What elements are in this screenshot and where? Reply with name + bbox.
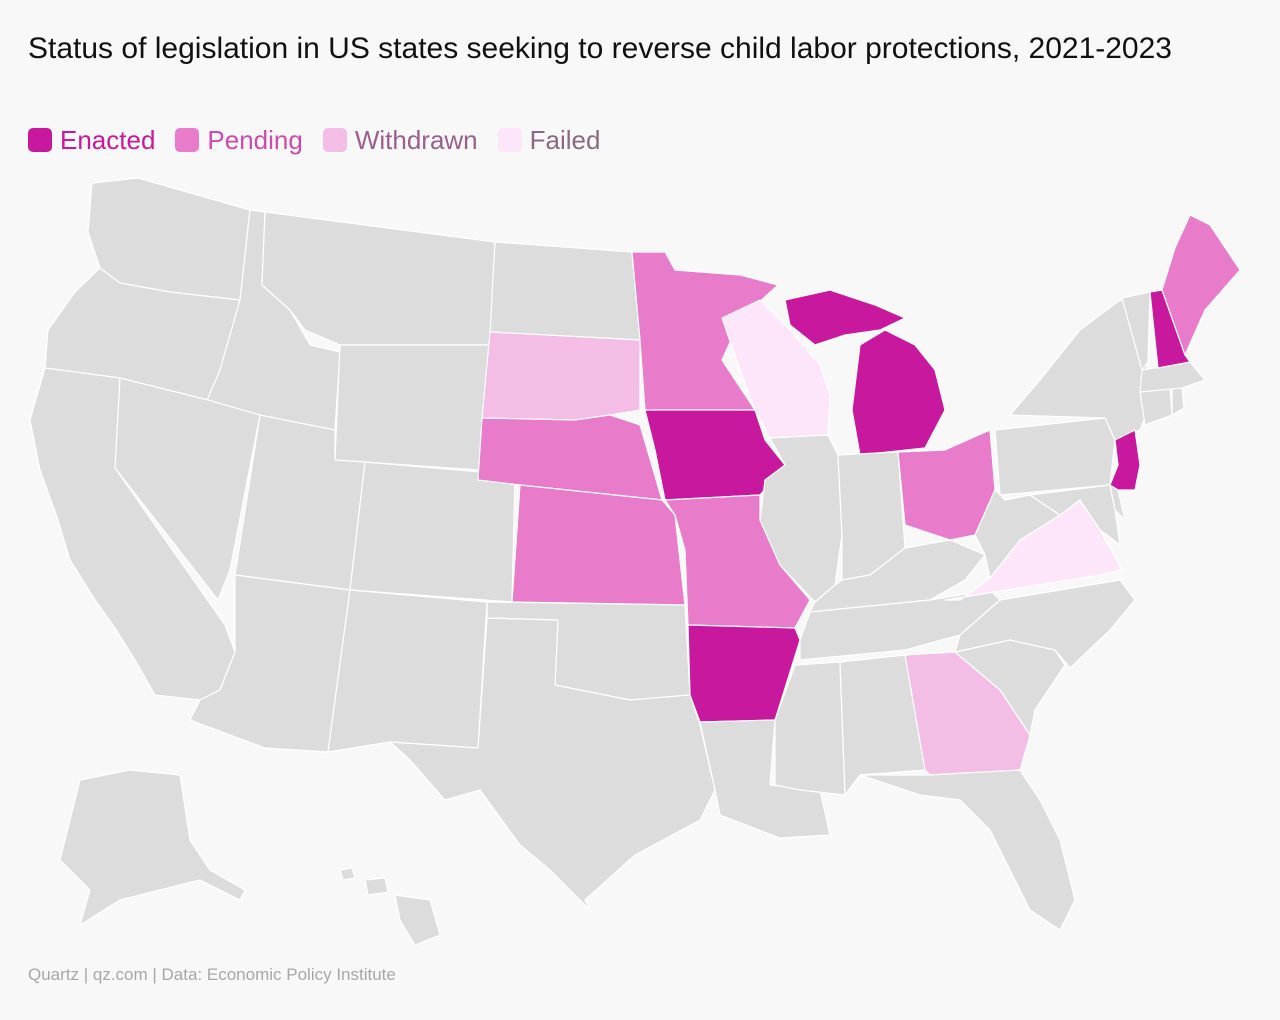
legend-swatch-enacted <box>28 128 52 152</box>
legend-item-withdrawn: Withdrawn <box>322 124 478 156</box>
legend-label-failed: Failed <box>529 124 601 155</box>
legend-label-withdrawn: Withdrawn <box>354 124 478 155</box>
state-connecticut <box>1139 387 1173 426</box>
state-missouri <box>664 494 811 629</box>
state-pennsylvania <box>994 417 1116 496</box>
legend: Enacted Pending Withdrawn Failed <box>28 124 600 156</box>
legend-swatch-pending <box>175 128 200 152</box>
state-new-jersey <box>1109 429 1141 491</box>
state-kansas <box>511 484 686 606</box>
state-michigan-upper <box>784 289 906 346</box>
state-massachusetts <box>1139 361 1206 393</box>
state-kentucky <box>809 539 986 613</box>
legend-item-failed: Failed <box>497 124 601 156</box>
state-hawaii-1 <box>339 867 356 881</box>
chart-title: Status of legislation in US states seeki… <box>28 32 1172 65</box>
state-maine <box>1161 214 1241 356</box>
state-north-dakota <box>489 241 641 341</box>
state-florida <box>859 769 1076 931</box>
state-wisconsin <box>721 299 831 439</box>
state-alaska <box>59 769 246 926</box>
state-rhode-island <box>1171 387 1185 416</box>
state-new-york <box>1009 299 1149 441</box>
state-colorado <box>349 461 516 603</box>
state-south-dakota <box>481 331 641 421</box>
state-hawaii-2 <box>364 877 389 896</box>
legend-item-pending: Pending <box>175 124 303 156</box>
state-louisiana <box>699 719 831 839</box>
state-new-mexico <box>327 589 488 753</box>
state-nevada <box>114 377 261 601</box>
source-note: Quartz | qz.com | Data: Economic Policy … <box>28 965 396 984</box>
legend-label-enacted: Enacted <box>60 124 156 155</box>
state-north-carolina <box>954 579 1136 669</box>
state-texas <box>389 617 716 911</box>
legend-item-enacted: Enacted <box>28 125 155 156</box>
legend-label-pending: Pending <box>207 124 303 155</box>
legend-swatch-withdrawn <box>322 128 347 152</box>
states-layer <box>29 177 1241 946</box>
us-states-map <box>29 177 1241 946</box>
state-alabama <box>839 654 926 796</box>
state-nebraska <box>477 414 663 501</box>
state-hawaii-3 <box>394 894 441 946</box>
state-california <box>29 367 236 701</box>
state-michigan <box>851 329 946 456</box>
state-vermont <box>1121 291 1151 371</box>
state-wyoming <box>334 344 491 471</box>
legend-swatch-failed <box>497 128 522 152</box>
